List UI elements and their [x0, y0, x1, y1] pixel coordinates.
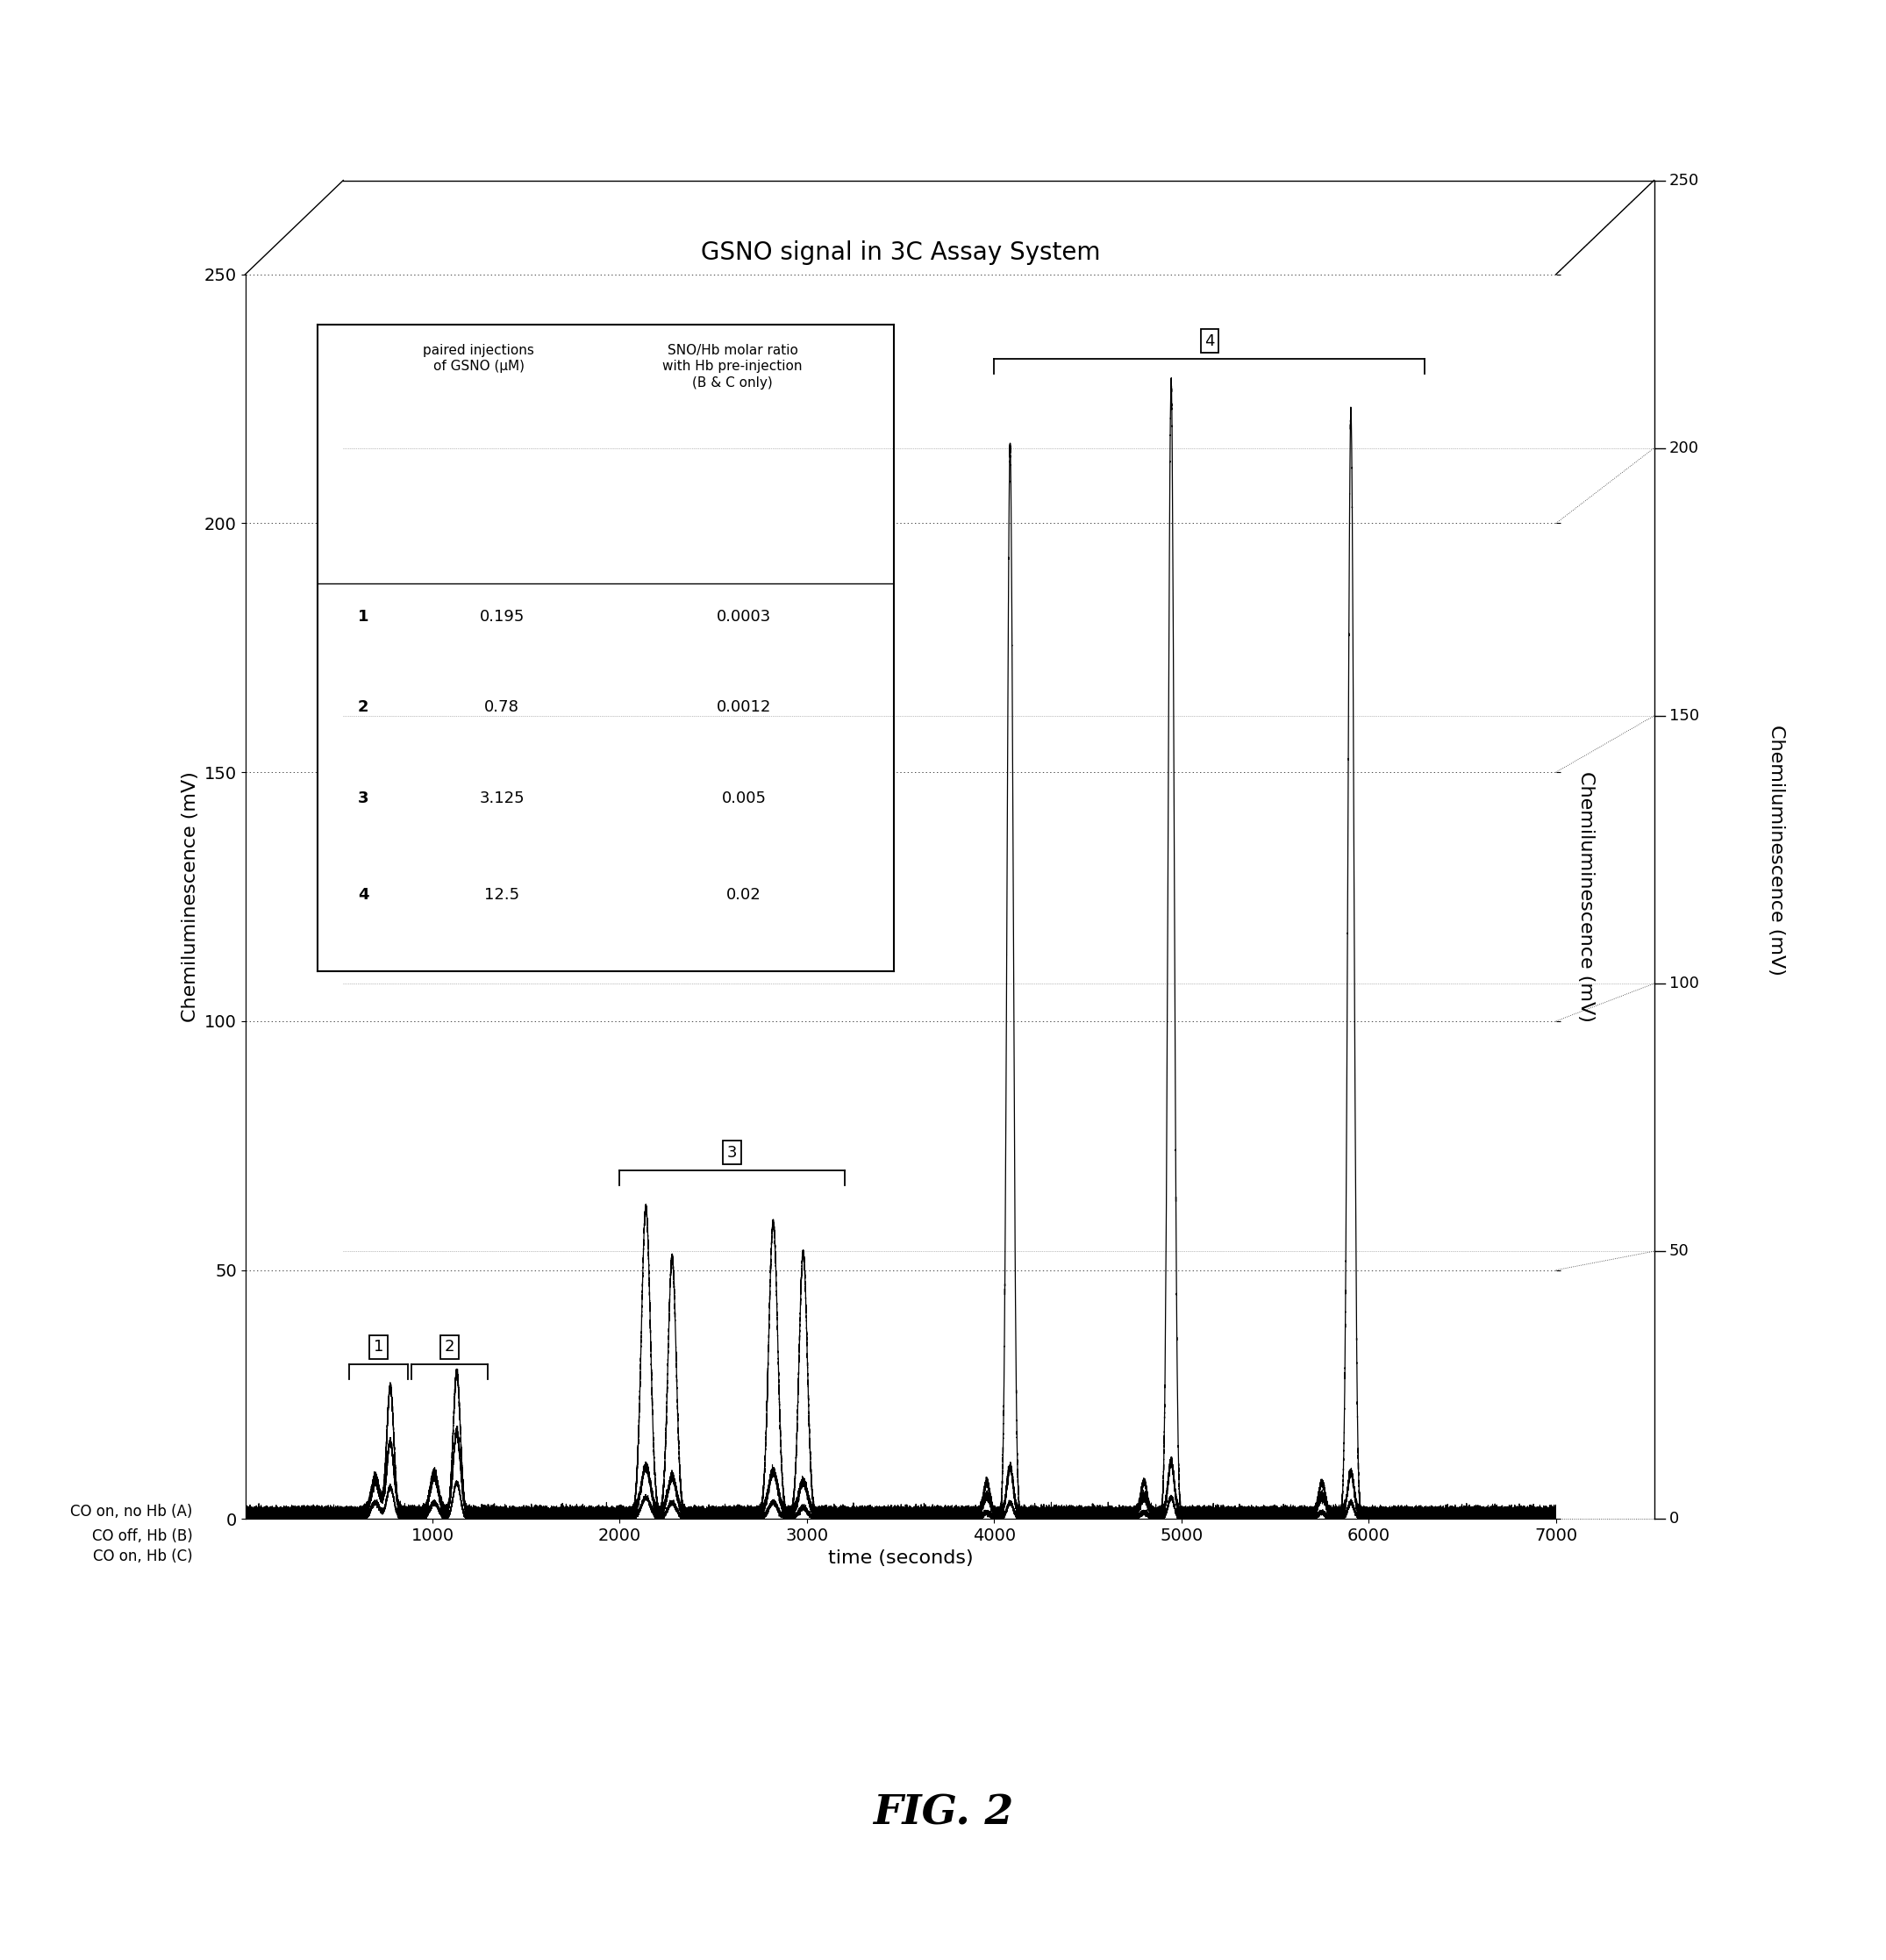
Text: 100: 100 — [1669, 976, 1699, 992]
Text: 250: 250 — [1669, 172, 1699, 188]
Text: 150: 150 — [1669, 708, 1699, 723]
Title: GSNO signal in 3C Assay System: GSNO signal in 3C Assay System — [702, 241, 1100, 265]
Text: 4: 4 — [1205, 333, 1215, 349]
Text: 3: 3 — [726, 1145, 737, 1160]
Text: 50: 50 — [1669, 1243, 1690, 1258]
X-axis label: time (seconds): time (seconds) — [828, 1548, 973, 1566]
Text: CO on, Hb (C): CO on, Hb (C) — [92, 1548, 192, 1564]
Text: CO on, no Hb (A): CO on, no Hb (A) — [70, 1503, 192, 1519]
Text: 1: 1 — [373, 1339, 383, 1354]
Text: 2: 2 — [445, 1339, 455, 1354]
Text: Chemiluminescence (mV): Chemiluminescence (mV) — [1767, 725, 1786, 974]
Y-axis label: Chemiluminescence (mV): Chemiluminescence (mV) — [181, 772, 200, 1021]
Text: FIG. 2: FIG. 2 — [873, 1793, 1013, 1833]
Y-axis label: Chemiluminescence (mV): Chemiluminescence (mV) — [1577, 772, 1596, 1021]
Text: CO off, Hb (B): CO off, Hb (B) — [92, 1529, 192, 1544]
Text: 0: 0 — [1669, 1511, 1679, 1527]
Text: 200: 200 — [1669, 441, 1699, 457]
